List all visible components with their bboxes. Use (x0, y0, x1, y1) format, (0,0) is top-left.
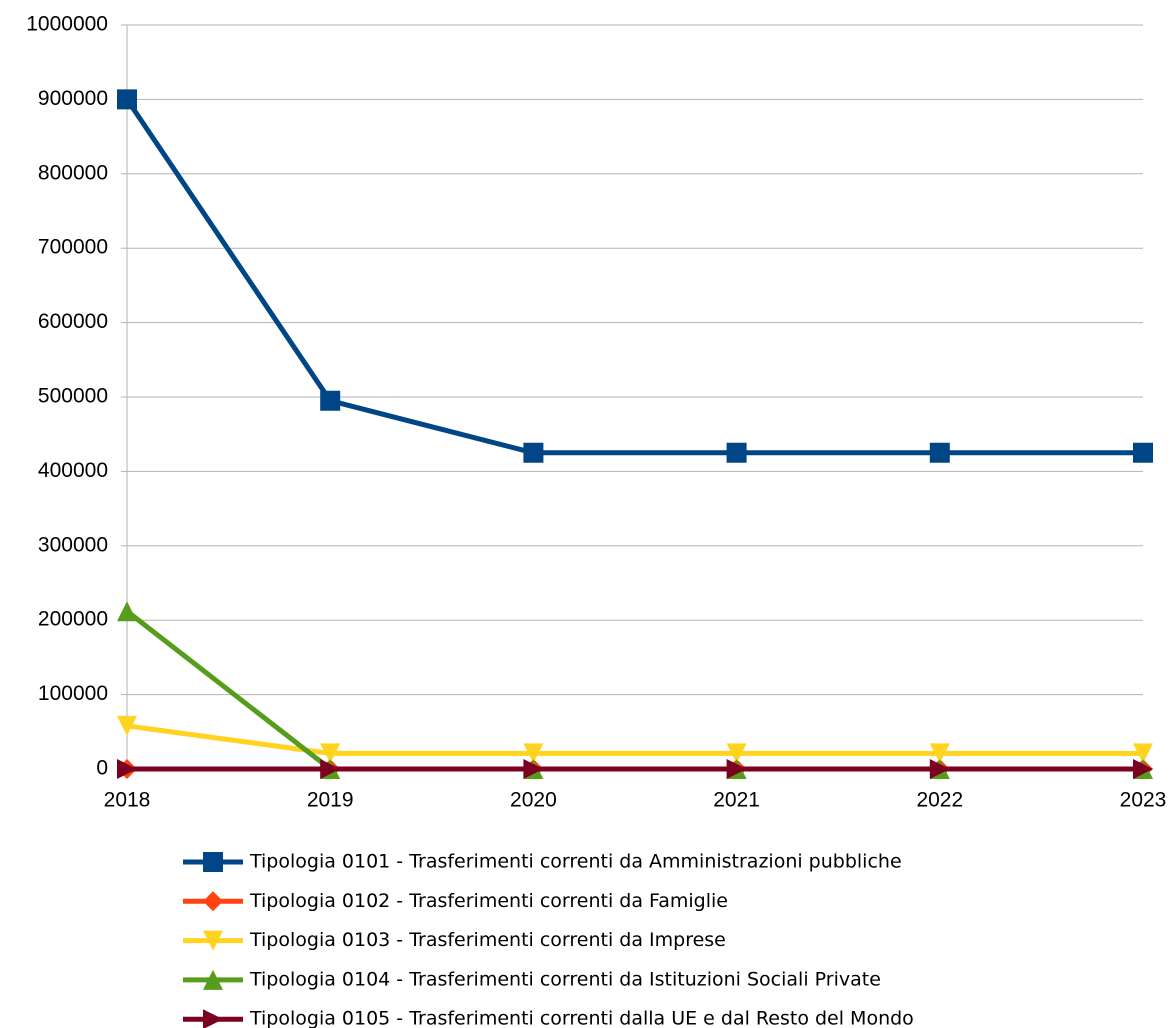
x-tick-label: 2020 (510, 789, 557, 812)
marker (203, 969, 223, 990)
marker (320, 390, 341, 411)
marker (726, 743, 747, 764)
marker (117, 715, 137, 736)
legend-label: Tipologia 0105 - Trasferimenti correnti … (249, 1008, 914, 1028)
marker (117, 601, 137, 622)
legend-label: Tipologia 0101 - Trasferimenti correnti … (249, 851, 902, 873)
marker (1133, 442, 1153, 463)
marker (726, 442, 747, 463)
marker (929, 743, 950, 764)
x-tick-label: 2021 (713, 789, 760, 812)
marker (117, 89, 137, 110)
y-tick-label: 800000 (38, 161, 108, 184)
y-tick-label: 400000 (38, 459, 108, 482)
marker (726, 759, 747, 779)
y-tick-label: 100000 (38, 682, 108, 705)
legend-item: Tipologia 0103 - Trasferimenti correnti … (183, 929, 726, 951)
x-tick-label: 2023 (1120, 789, 1167, 812)
marker (203, 1009, 223, 1028)
legend-label: Tipologia 0104 - Trasferimenti correnti … (249, 968, 881, 990)
legend-item: Tipologia 0105 - Trasferimenti correnti … (183, 1008, 914, 1028)
series-line (126, 723, 1143, 756)
x-tick-label: 2019 (307, 789, 354, 812)
y-tick-label: 600000 (38, 310, 108, 333)
marker (523, 759, 544, 779)
legend-item: Tipologia 0104 - Trasferimenti correnti … (183, 968, 881, 990)
marker (1133, 743, 1153, 764)
legend-label: Tipologia 0103 - Trasferimenti correnti … (249, 929, 726, 951)
marker (203, 891, 223, 912)
y-tick-label: 1000000 (26, 13, 108, 36)
y-tick-label: 300000 (38, 533, 108, 556)
x-tick-label: 2018 (104, 789, 151, 812)
marker (320, 759, 341, 779)
marker (320, 743, 341, 764)
marker (523, 743, 544, 764)
marker (203, 930, 223, 951)
y-tick-label: 700000 (38, 236, 108, 259)
y-tick-label: 200000 (38, 608, 108, 631)
marker (929, 442, 950, 463)
series-line (124, 98, 1143, 456)
y-tick-label: 500000 (38, 385, 108, 408)
marker (203, 852, 223, 872)
marker (1133, 759, 1153, 779)
marker (523, 442, 544, 463)
legend-item: Tipologia 0101 - Trasferimenti correnti … (183, 851, 902, 873)
y-tick-label: 0 (96, 757, 108, 780)
x-tick-label: 2022 (916, 789, 963, 812)
marker (929, 759, 950, 779)
legend-label: Tipologia 0102 - Trasferimenti correnti … (249, 890, 728, 912)
marker (117, 759, 137, 779)
y-tick-label: 900000 (38, 87, 108, 110)
legend-item: Tipologia 0102 - Trasferimenti correnti … (183, 890, 728, 912)
